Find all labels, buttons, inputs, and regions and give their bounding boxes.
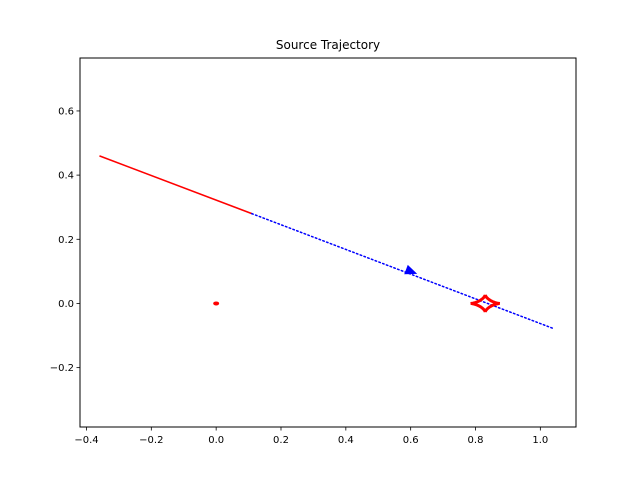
x-axis: −0.4 −0.2 0.0 0.2 0.4 0.6 0.8 1.0 [74, 427, 548, 446]
plot-frame [79, 57, 577, 428]
x-tick-label: −0.4 [74, 435, 98, 446]
caustic-shape [470, 294, 501, 313]
y-tick-label: 0.2 [58, 235, 74, 246]
y-tick-label: 0.0 [58, 299, 74, 310]
x-tick-label: 0.8 [468, 435, 484, 446]
y-axis: −0.2 0.0 0.2 0.4 0.6 [50, 106, 80, 374]
chart-title: Source Trajectory [276, 38, 380, 52]
origin-point [213, 301, 220, 306]
plot-content [99, 155, 555, 330]
direction-arrow [404, 264, 418, 275]
trajectory-dotted-line [251, 212, 555, 330]
y-tick-label: −0.2 [50, 363, 74, 374]
x-tick-label: 0.6 [403, 435, 419, 446]
x-tick-label: 0.0 [208, 435, 224, 446]
x-tick-label: −0.2 [139, 435, 163, 446]
trajectory-solid-line [99, 155, 253, 215]
y-tick-label: 0.4 [58, 171, 74, 182]
y-tick-label: 0.6 [58, 106, 74, 117]
x-tick-label: 0.2 [273, 435, 289, 446]
x-tick-label: 0.4 [338, 435, 354, 446]
x-tick-label: 1.0 [532, 435, 548, 446]
